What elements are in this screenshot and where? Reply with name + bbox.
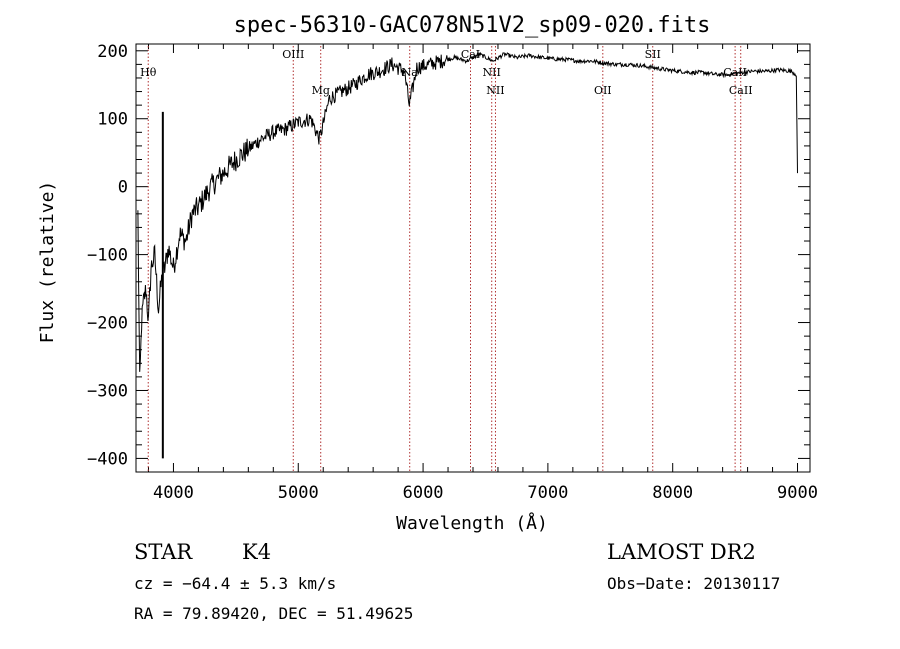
- object-type: STAR: [134, 540, 193, 564]
- x-tick-label: 8000: [652, 483, 693, 503]
- spectrum-line: [137, 51, 798, 372]
- y-tick-label: 0: [118, 178, 128, 198]
- y-tick-label: −400: [87, 449, 128, 469]
- x-tick-label: 9000: [777, 483, 818, 503]
- object-subclass: K4: [242, 540, 272, 564]
- spectral-line-label: CaII: [729, 84, 753, 97]
- y-tick-label: 200: [97, 42, 128, 62]
- spectral-line-label: Hθ: [140, 66, 157, 79]
- observation-date: Obs−Date: 20130117: [607, 574, 781, 593]
- spectral-line-label: NII: [483, 66, 501, 79]
- spectral-line-label: OIII: [282, 48, 304, 61]
- chart-title: spec-56310-GAC078N51V2_sp09-020.fits: [234, 13, 711, 38]
- y-tick-label: −100: [87, 246, 128, 266]
- y-tick-label: −300: [87, 381, 128, 401]
- survey-name: LAMOST DR2: [607, 540, 756, 564]
- spectral-line-label: NII: [486, 84, 504, 97]
- x-axis-label: Wavelength (Å): [396, 512, 548, 534]
- coordinates: RA = 79.89420, DEC = 51.49625: [134, 604, 414, 623]
- spectral-line-label: Mg: [312, 84, 330, 97]
- x-tick-label: 4000: [153, 483, 194, 503]
- y-tick-label: 100: [97, 110, 128, 130]
- x-tick-label: 6000: [403, 483, 444, 503]
- x-tick-label: 5000: [278, 483, 319, 503]
- y-tick-label: −200: [87, 314, 128, 334]
- plot-frame: [135, 43, 811, 473]
- redshift-cz: cz = −64.4 ± 5.3 km/s: [134, 574, 337, 593]
- spectral-line-label: OII: [594, 84, 612, 97]
- y-axis-label: Flux (relative): [37, 181, 58, 344]
- spectral-line-label: SII: [645, 48, 661, 61]
- x-tick-label: 7000: [527, 483, 568, 503]
